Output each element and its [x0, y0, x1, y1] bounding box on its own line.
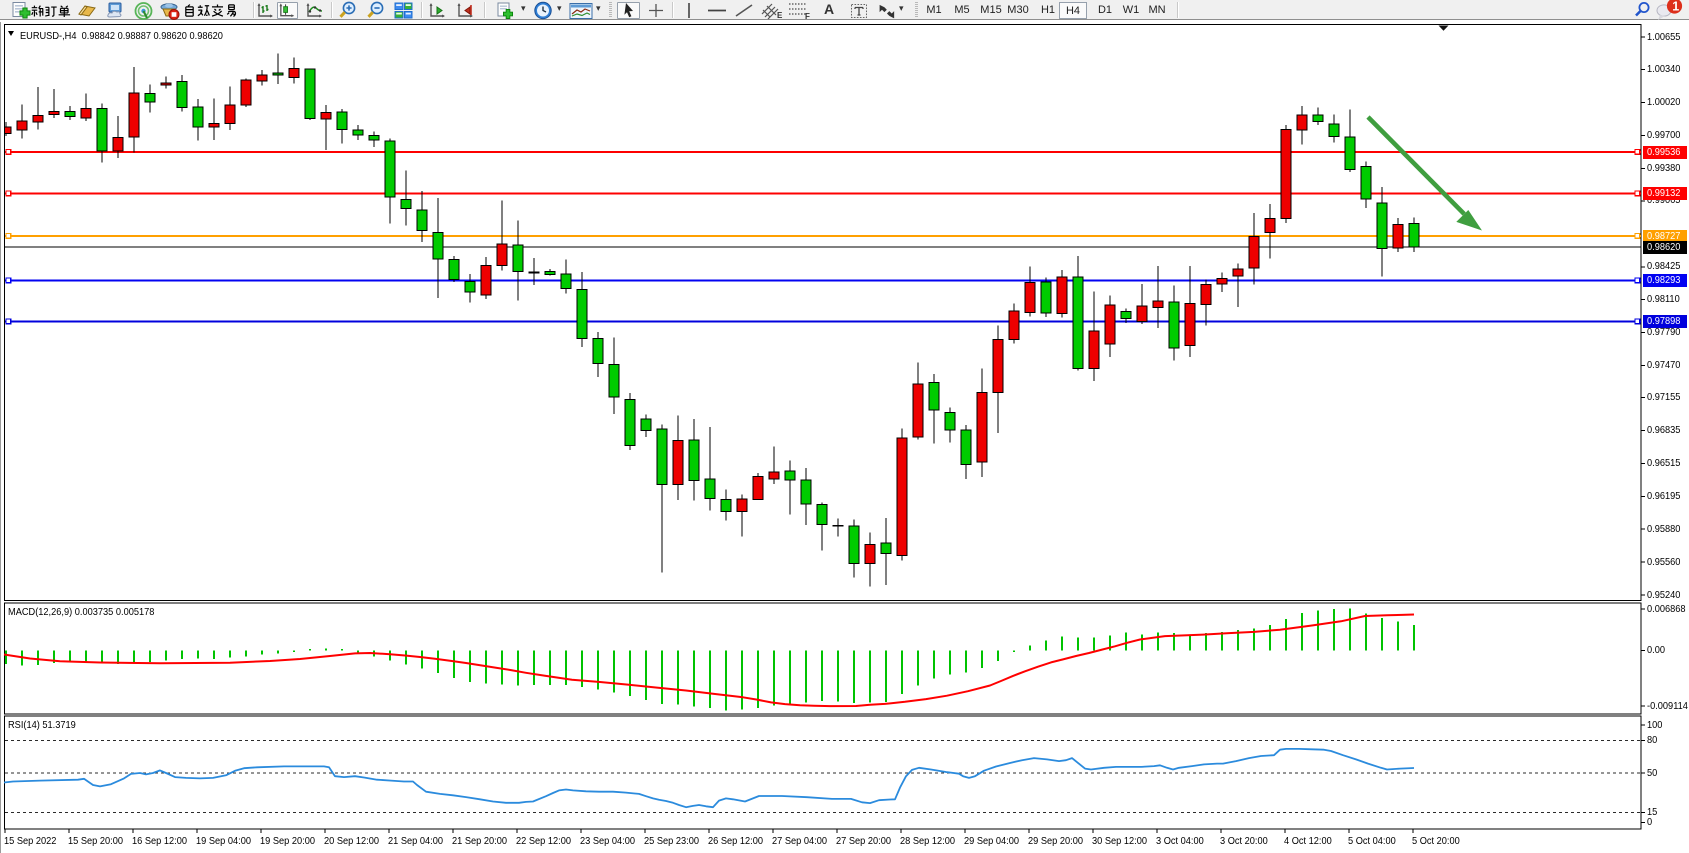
svg-text:F: F: [805, 12, 810, 20]
svg-text:E: E: [777, 11, 783, 20]
svg-text:1: 1: [1672, 0, 1679, 14]
